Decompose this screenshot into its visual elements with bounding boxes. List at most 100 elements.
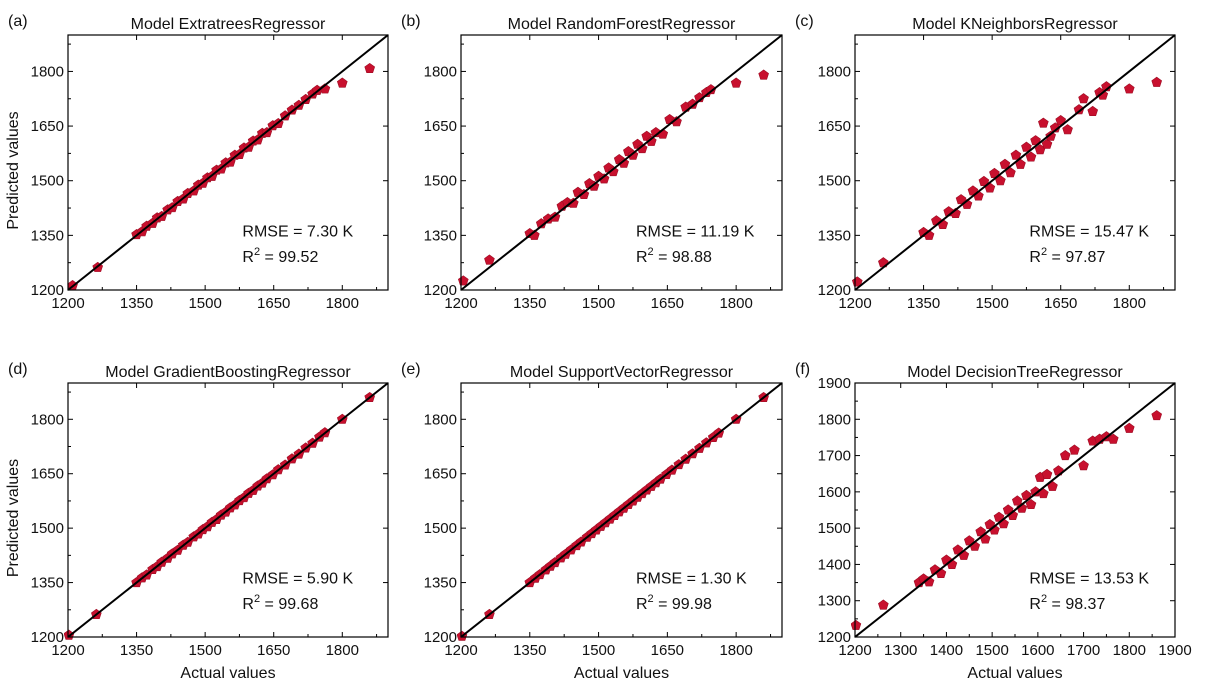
data-point xyxy=(1107,433,1119,444)
plot-frame xyxy=(854,34,1176,291)
rmse-annotation: RMSE = 7.30 K xyxy=(242,223,353,240)
data-point xyxy=(607,166,619,177)
reference-line xyxy=(854,34,1176,291)
x-tick-label: 1600 xyxy=(1021,642,1054,659)
x-tick-label: 1500 xyxy=(582,295,615,312)
data-point xyxy=(730,77,742,88)
data-point xyxy=(1062,124,1073,135)
data-point xyxy=(568,197,579,208)
y-tick-label: 1500 xyxy=(818,173,851,190)
chart-title: Model DecisionTreeRegressor xyxy=(907,364,1123,381)
y-tick-label: 1650 xyxy=(424,466,457,483)
reference-line xyxy=(67,382,389,638)
data-point xyxy=(1123,422,1135,433)
data-point xyxy=(1021,141,1032,152)
x-tick-label: 1350 xyxy=(120,642,153,659)
data-point xyxy=(484,254,495,265)
x-tick-label: 1500 xyxy=(582,642,615,659)
data-points xyxy=(457,69,769,286)
x-tick-label: 1650 xyxy=(1044,295,1077,312)
y-tick-label: 1200 xyxy=(424,629,457,646)
chart-title: Model GradientBoostingRegressor xyxy=(105,364,351,381)
data-points xyxy=(851,410,1163,630)
r2-annotation: R2 = 99.52 xyxy=(242,246,318,266)
reference-line xyxy=(854,382,1176,638)
plot-frame xyxy=(67,382,389,638)
data-point xyxy=(598,173,610,184)
panel-label: (a) xyxy=(8,13,28,30)
x-axis-label: Actual values xyxy=(967,665,1062,682)
r2-annotation: R2 = 98.88 xyxy=(636,246,712,266)
x-tick-label: 1500 xyxy=(188,295,221,312)
plot-frame xyxy=(67,34,389,291)
r2-annotation: R2 = 99.98 xyxy=(636,593,712,613)
plot-frame xyxy=(460,34,783,291)
x-tick-label: 1200 xyxy=(838,295,871,312)
data-point xyxy=(1025,498,1037,510)
y-tick-label: 1800 xyxy=(424,411,457,428)
y-tick-label: 1650 xyxy=(818,118,851,135)
panel-label: (e) xyxy=(401,361,421,378)
y-tick-label: 1350 xyxy=(31,575,64,592)
y-tick-label: 1500 xyxy=(31,173,64,190)
chart-title: Model SupportVectorRegressor xyxy=(510,364,734,381)
x-tick-label: 1200 xyxy=(51,295,84,312)
data-points xyxy=(851,76,1163,287)
y-tick-label: 1650 xyxy=(424,118,457,135)
x-tick-label: 1650 xyxy=(651,642,684,659)
y-tick-label: 1350 xyxy=(818,227,851,244)
x-tick-label: 1200 xyxy=(51,642,84,659)
panel-f: (f) Model DecisionTreeRegressor 1200 1300 14… xyxy=(795,361,1192,682)
panel-label: (f) xyxy=(795,361,810,378)
y-tick-label: 1800 xyxy=(31,63,64,80)
panel-d: (d) Model GradientBoostingRegressor 1200 13… xyxy=(5,361,389,682)
y-tick-label: 1200 xyxy=(818,629,851,646)
y-tick-label: 1350 xyxy=(424,227,457,244)
y-tick-label: 1600 xyxy=(818,484,851,501)
x-tick-label: 1500 xyxy=(188,642,221,659)
x-tick-label: 1650 xyxy=(651,295,684,312)
panel-e: (e) Model SupportVectorRegressor 1200 1350 1… xyxy=(401,361,783,682)
data-point xyxy=(1123,83,1135,94)
y-tick-label: 1900 xyxy=(818,375,851,392)
data-point xyxy=(1041,468,1053,479)
x-tick-label: 1200 xyxy=(444,295,477,312)
data-point xyxy=(1069,444,1080,455)
panel-label: (d) xyxy=(8,361,28,378)
x-tick-label: 1350 xyxy=(513,642,546,659)
data-point xyxy=(1038,117,1049,128)
x-tick-label: 1800 xyxy=(326,642,359,659)
y-tick-label: 1800 xyxy=(31,411,64,428)
x-axis-label: Actual values xyxy=(180,665,275,682)
data-point xyxy=(671,116,682,127)
x-tick-label: 1800 xyxy=(1113,295,1146,312)
data-point xyxy=(364,62,376,74)
rmse-annotation: RMSE = 1.30 K xyxy=(636,571,747,588)
data-point xyxy=(1078,93,1089,104)
rmse-annotation: RMSE = 5.90 K xyxy=(242,571,353,588)
chart-title: Model KNeighborsRegressor xyxy=(912,16,1118,33)
x-tick-label: 1650 xyxy=(257,642,290,659)
data-point xyxy=(1097,89,1109,100)
data-point xyxy=(1025,151,1037,162)
y-tick-label: 1650 xyxy=(31,118,64,135)
x-tick-label: 1900 xyxy=(1158,642,1191,659)
reference-line xyxy=(460,34,783,291)
reference-line xyxy=(460,382,783,638)
data-point xyxy=(618,157,630,168)
y-tick-label: 1800 xyxy=(818,63,851,80)
x-tick-label: 1400 xyxy=(930,642,963,659)
x-tick-label: 1500 xyxy=(975,642,1008,659)
r2-annotation: R2 = 98.37 xyxy=(1029,593,1105,613)
data-point xyxy=(1045,130,1056,141)
data-point xyxy=(851,619,862,630)
data-point xyxy=(1087,105,1099,117)
y-axis-label: Predicted values xyxy=(5,111,22,229)
x-tick-label: 1650 xyxy=(257,295,290,312)
x-tick-label: 1700 xyxy=(1067,642,1100,659)
rmse-annotation: RMSE = 11.19 K xyxy=(636,223,755,240)
r2-annotation: R2 = 99.68 xyxy=(242,593,318,613)
panel-a: (a) Model ExtratreesRegressor 1200 1350 1500… xyxy=(5,13,389,312)
data-point xyxy=(1059,449,1071,461)
